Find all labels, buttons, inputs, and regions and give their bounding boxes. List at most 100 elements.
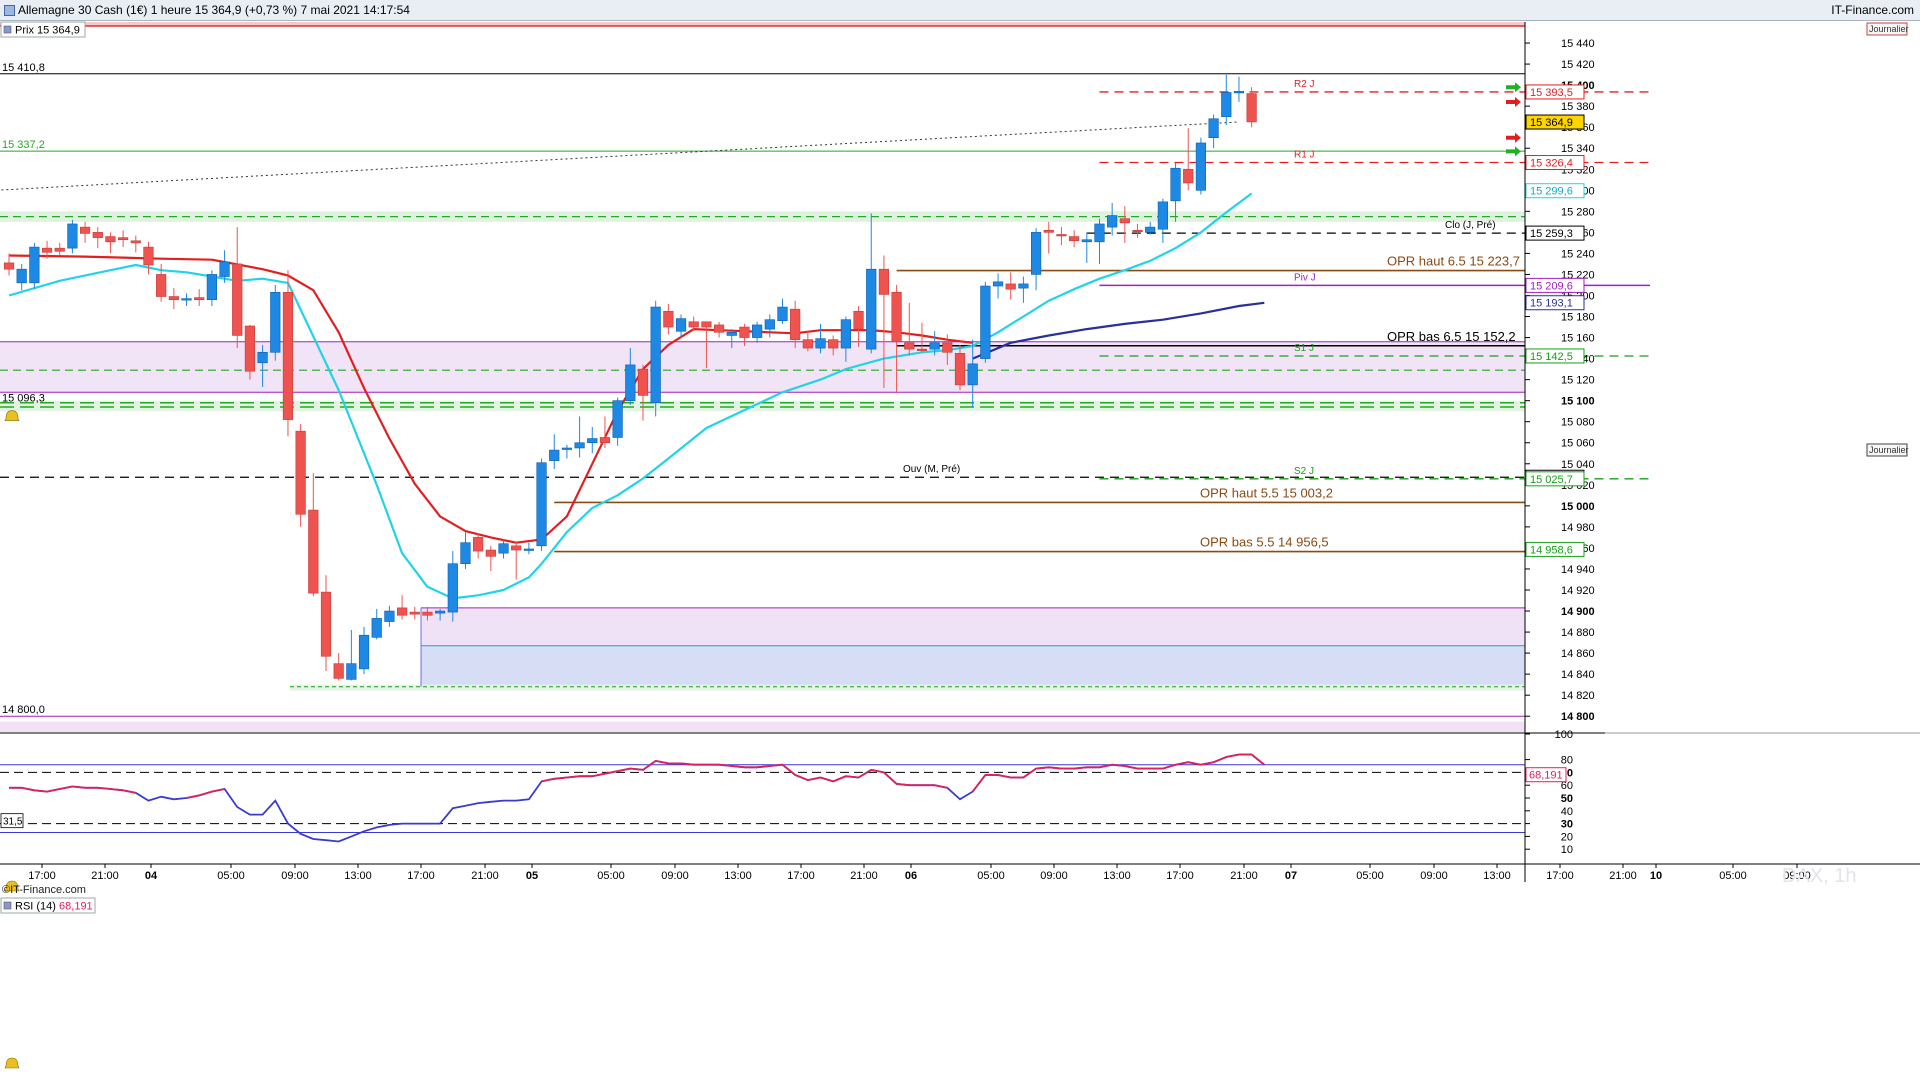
candle — [612, 397, 623, 446]
candle — [688, 316, 699, 331]
zone-purple — [421, 607, 1525, 646]
candle — [409, 606, 420, 620]
level-labels: R2 J R1 J Clo (J, Pré) OPR haut 6.5 15 223,… — [903, 79, 1520, 550]
candle — [384, 605, 395, 627]
rsi-line-segment — [655, 759, 669, 765]
candle-body — [358, 634, 370, 670]
right-tag-2: 15 326,4 — [1525, 155, 1585, 171]
rsi-line-segment — [769, 763, 783, 767]
candle-body — [992, 281, 1004, 287]
rsi-line-segment — [617, 767, 631, 773]
rsi-tick-label: 50 — [1561, 793, 1573, 805]
rsi-line-segment — [1188, 761, 1202, 766]
right-tag-text: 15 025,7 — [1530, 474, 1573, 486]
level-label-10: OPR bas 5.5 14 956,5 — [1200, 535, 1329, 550]
candle-body — [320, 591, 332, 657]
x-tick-label: 05:00 — [217, 870, 245, 882]
candle-body — [739, 326, 750, 338]
rsi-line-segment — [1200, 761, 1214, 766]
rsi-line-segment — [122, 789, 136, 794]
candle — [447, 551, 458, 622]
x-tick-label: 09:00 — [1420, 870, 1448, 882]
candle-body — [194, 297, 205, 300]
candle — [1208, 114, 1219, 149]
candle — [308, 473, 319, 597]
candle — [1221, 73, 1232, 126]
rsi-line-segment — [1213, 756, 1227, 763]
right-tag-box — [1525, 155, 1585, 171]
candle — [599, 416, 611, 448]
candle — [549, 434, 560, 470]
candle-body — [333, 663, 344, 679]
candle — [1056, 227, 1067, 245]
level-label-6: S1 J — [1294, 343, 1314, 354]
price-tag-label: Prix 15 364,9 — [15, 25, 80, 37]
candle-body — [346, 663, 357, 680]
x-tick-label: 13:00 — [344, 870, 372, 882]
candle — [206, 270, 217, 306]
rsi-tick-label: 30 — [1561, 819, 1573, 831]
candle — [726, 329, 737, 349]
candle — [1094, 218, 1105, 264]
price-tags: 15 393,5 15 364,9 15 326,4 15 299,6 15 259,3… — [1525, 84, 1585, 557]
candle — [701, 321, 712, 369]
candle-body — [3, 262, 15, 270]
rsi-line-segment — [781, 764, 796, 776]
rsi-line-segment — [1226, 753, 1240, 758]
rsi-value-tag: 68,191 — [1525, 767, 1567, 783]
rsi-line-segment — [566, 775, 580, 779]
candle — [1246, 87, 1257, 128]
candle — [536, 458, 547, 552]
candle-body — [878, 268, 890, 295]
candle — [764, 314, 775, 338]
right-tag-9: 15 025,7 — [1525, 471, 1585, 487]
candle — [92, 227, 103, 249]
candle-body — [790, 308, 801, 340]
level-label-9: OPR haut 5.5 15 003,2 — [1200, 485, 1333, 500]
right-tag-box — [1525, 114, 1585, 130]
rsi-tag-value: 68,191 — [59, 901, 93, 913]
candle — [371, 608, 382, 640]
y-tick-label: 15 160 — [1561, 333, 1595, 345]
candle-body — [257, 351, 268, 364]
candle — [270, 284, 281, 361]
candle — [1005, 272, 1016, 300]
candle — [79, 221, 91, 243]
rsi-line-segment — [630, 767, 644, 771]
candle-body — [282, 292, 294, 420]
candle — [1119, 206, 1130, 243]
y-tick-label: 14 880 — [1561, 627, 1595, 639]
candle-body — [764, 319, 775, 330]
candle-body — [549, 449, 560, 461]
candle-body — [1246, 93, 1257, 123]
title-bar: Allemagne 30 Cash (1€) 1 heure 15 364,9 … — [0, 0, 1920, 21]
x-tick-label: 21:00 — [850, 870, 878, 882]
rsi-tick-label: 60 — [1561, 780, 1573, 792]
x-tick-label: 17:00 — [407, 870, 435, 882]
candle-body — [1056, 234, 1067, 237]
candle-body — [105, 236, 116, 243]
x-tick-label: 21:00 — [91, 870, 119, 882]
candle-body — [942, 342, 953, 353]
rsi-line-segment — [46, 788, 60, 793]
candle-body — [701, 321, 712, 328]
candle — [1043, 221, 1054, 254]
svg-text:RSI (14) 68,191: RSI (14) 68,191 — [15, 901, 93, 913]
candle — [358, 626, 370, 675]
y-tick-label: 15 180 — [1561, 312, 1595, 324]
x-tick-label: 09:00 — [661, 870, 689, 882]
candle — [460, 532, 471, 569]
bell-icon — [4, 1057, 20, 1069]
y-tick-label: 14 920 — [1561, 585, 1595, 597]
candle-body — [587, 438, 598, 444]
rsi-tag-box: RSI (14) 68,191 — [0, 897, 96, 914]
candle — [1069, 230, 1080, 248]
candle-body — [473, 537, 484, 552]
candle — [777, 298, 788, 324]
candle-body — [1233, 91, 1245, 94]
rsi-tick-label: 10 — [1561, 844, 1573, 856]
level-label-5: OPR bas 6.5 15 152,2 — [1387, 329, 1516, 344]
candle — [29, 242, 40, 290]
y-tick-label: 15 000 — [1561, 501, 1595, 513]
